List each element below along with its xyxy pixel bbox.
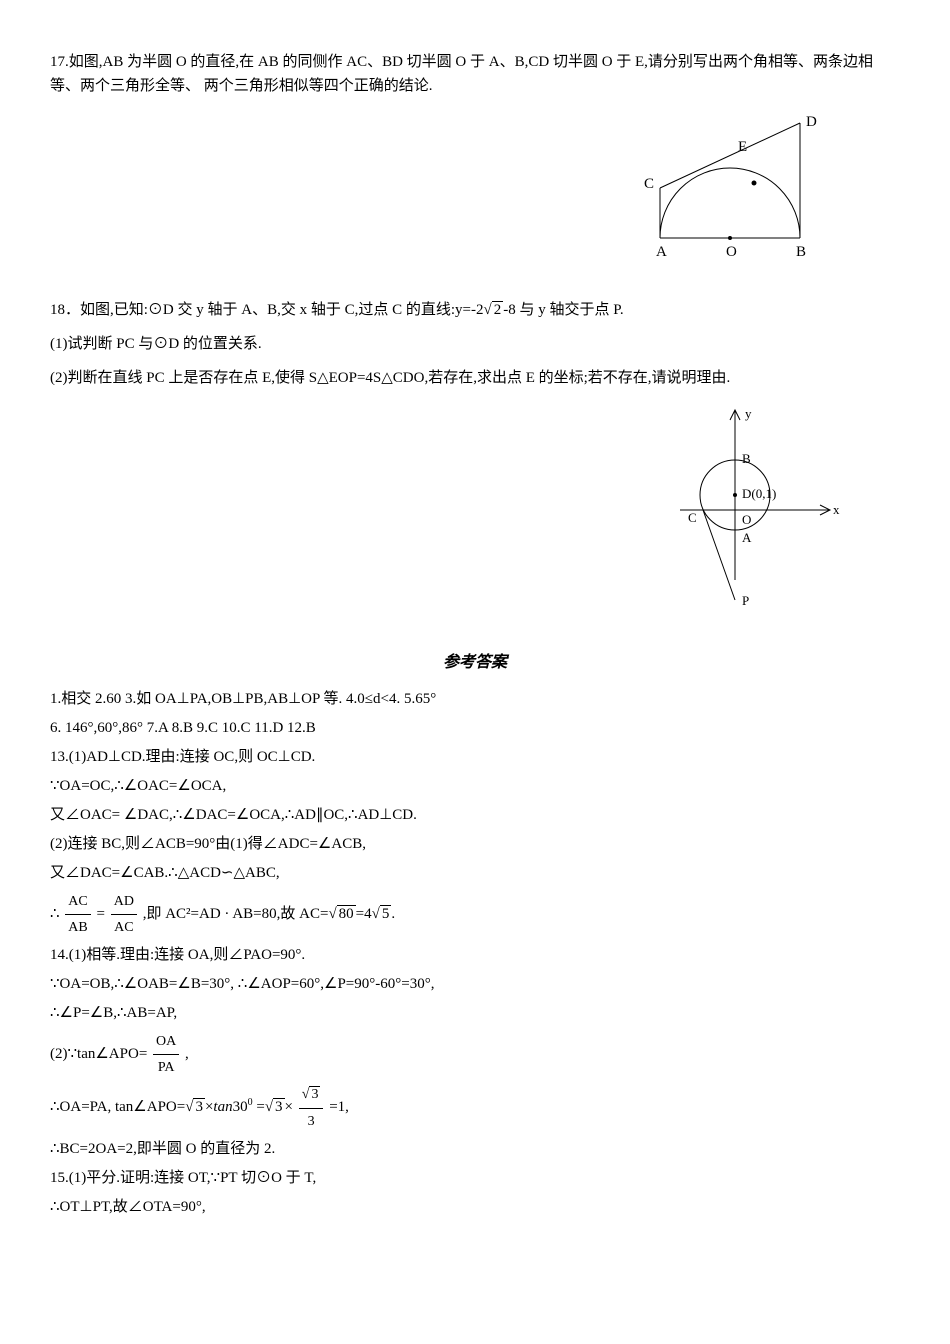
point-e-dot bbox=[752, 181, 757, 186]
label-P: P bbox=[742, 593, 749, 608]
problem-18-figure-wrap: y x O A B C D(0,1) P bbox=[50, 400, 850, 620]
label-C: C bbox=[688, 510, 697, 525]
problem-18-sub1: (1)试判断 PC 与⊙D 的位置关系. bbox=[50, 332, 900, 356]
ans13-eq2: =1 bbox=[329, 1099, 345, 1115]
label-D: D(0,1) bbox=[742, 486, 776, 501]
problem-17-figure: A O B C E D bbox=[630, 108, 850, 268]
label-y: y bbox=[745, 406, 752, 421]
sqrt-3c: 3 bbox=[302, 1082, 321, 1107]
problem-17-body: 如图,AB 为半圆 O 的直径,在 AB 的同侧作 AC、BD 切半圆 O 于 … bbox=[50, 54, 873, 94]
frac-oa-pa-num: OA bbox=[153, 1029, 179, 1055]
ans-line-8: ∴ AC AB = AD AC ,即 AC²=AD · AB=80,故 AC=8… bbox=[50, 889, 900, 940]
frac-ad-ac: AD AC bbox=[111, 889, 137, 940]
ans8-prefix: ∴ bbox=[50, 906, 60, 922]
ans-line-11: ∴∠P=∠B,∴AB=AP, bbox=[50, 1000, 900, 1027]
ans13-prefix: ∴OA=PA, tan∠APO= bbox=[50, 1099, 185, 1115]
ans-line-3: 13.(1)AD⊥CD.理由:连接 OC,则 OC⊥CD. bbox=[50, 744, 900, 771]
problem-17: 17.如图,AB 为半圆 O 的直径,在 AB 的同侧作 AC、BD 切半圆 O… bbox=[50, 50, 900, 268]
center-o-dot bbox=[728, 236, 732, 240]
frac-sqrt3-3-den: 3 bbox=[299, 1109, 324, 1134]
problem-17-text: 17.如图,AB 为半圆 O 的直径,在 AB 的同侧作 AC、BD 切半圆 O… bbox=[50, 50, 900, 98]
ans-line-2: 6. 146°,60°,86° 7.A 8.B 9.C 10.C 11.D 12… bbox=[50, 715, 900, 742]
ans13-deg: 30 bbox=[233, 1099, 248, 1115]
line-pc bbox=[703, 510, 735, 600]
ans12-end: , bbox=[185, 1046, 189, 1062]
ans-line-1: 1.相交 2.60 3.如 OA⊥PA,OB⊥PB,AB⊥OP 等. 4.0≤d… bbox=[50, 686, 900, 713]
problem-18-part1: 如图,已知:⊙D 交 y 轴于 A、B,交 x 轴于 C,过点 C 的直线:y=… bbox=[80, 302, 483, 318]
ans-line-15: 15.(1)平分.证明:连接 OT,∵PT 切⊙O 于 T, bbox=[50, 1165, 900, 1192]
ans13-times2: × bbox=[285, 1099, 293, 1115]
frac-ac-ab-den: AB bbox=[65, 915, 90, 940]
label-A: A bbox=[742, 530, 752, 545]
ans-line-12: (2)∵tan∠APO= OA PA , bbox=[50, 1029, 900, 1080]
label-O: O bbox=[742, 512, 751, 527]
frac-oa-pa: OA PA bbox=[153, 1029, 179, 1080]
frac-sqrt3-3: 3 3 bbox=[299, 1082, 324, 1133]
answers-title: 参考答案 bbox=[50, 650, 900, 676]
ans-line-10: ∵OA=OB,∴∠OAB=∠B=30°, ∴∠AOP=60°,∠P=90°-60… bbox=[50, 971, 900, 998]
label-b: B bbox=[796, 244, 806, 260]
problem-18-text: 18．如图,已知:⊙D 交 y 轴于 A、B,交 x 轴于 C,过点 C 的直线… bbox=[50, 298, 900, 322]
ans-line-14: ∴BC=2OA=2,即半圆 O 的直径为 2. bbox=[50, 1136, 900, 1163]
frac-ad-ac-den: AC bbox=[111, 915, 137, 940]
ans13-sup: 0 bbox=[248, 1097, 253, 1108]
label-d: D bbox=[806, 114, 817, 130]
line-cd bbox=[660, 123, 800, 188]
ans-line-16: ∴OT⊥PT,故∠OTA=90°, bbox=[50, 1194, 900, 1221]
problem-17-number: 17. bbox=[50, 54, 69, 70]
sqrt-3a: 3 bbox=[185, 1094, 205, 1121]
ans8-end: . bbox=[391, 906, 395, 922]
frac-oa-pa-den: PA bbox=[153, 1055, 179, 1080]
label-a: A bbox=[656, 244, 667, 260]
answers-block: 1.相交 2.60 3.如 OA⊥PA,OB⊥PB,AB⊥OP 等. 4.0≤d… bbox=[50, 686, 900, 1221]
ans13-tan: tan bbox=[213, 1099, 232, 1115]
frac-ac-ab: AC AB bbox=[65, 889, 90, 940]
ans8-eq2: =4 bbox=[356, 906, 372, 922]
ans8-mid: ,即 AC²=AD · AB=80,故 AC= bbox=[143, 906, 329, 922]
label-c: C bbox=[644, 176, 654, 192]
problem-18-figure: y x O A B C D(0,1) P bbox=[650, 400, 850, 620]
sqrt-80: 80 bbox=[328, 901, 355, 928]
ans-line-9: 14.(1)相等.理由:连接 OA,则∠PAO=90°. bbox=[50, 942, 900, 969]
sqrt-5: 5 bbox=[372, 901, 392, 928]
problem-18-number: 18． bbox=[50, 302, 80, 318]
sqrt-2: 2 bbox=[484, 298, 504, 322]
label-e: E bbox=[738, 139, 747, 155]
ans-line-13: ∴OA=PA, tan∠APO=3×tan300 =3× 3 3 =1, bbox=[50, 1082, 900, 1133]
problem-18-part2: -8 与 y 轴交于点 P. bbox=[503, 302, 623, 318]
label-B: B bbox=[742, 451, 751, 466]
ans-line-6: (2)连接 BC,则∠ACB=90°由(1)得∠ADC=∠ACB, bbox=[50, 831, 900, 858]
ans-line-5: 又∠OAC= ∠DAC,∴∠DAC=∠OCA,∴AD∥OC,∴AD⊥CD. bbox=[50, 802, 900, 829]
ans12-prefix: (2)∵tan∠APO= bbox=[50, 1046, 147, 1062]
label-x: x bbox=[833, 502, 840, 517]
frac-sqrt3-3-num: 3 bbox=[299, 1082, 324, 1108]
point-d-dot bbox=[733, 493, 737, 497]
ans13-eq: = bbox=[256, 1099, 264, 1115]
sqrt-3b: 3 bbox=[265, 1094, 285, 1121]
ans-line-7: 又∠DAC=∠CAB.∴△ACD∽△ABC, bbox=[50, 860, 900, 887]
ans-line-4: ∵OA=OC,∴∠OAC=∠OCA, bbox=[50, 773, 900, 800]
ans8-eq: = bbox=[97, 906, 105, 922]
problem-18: 18．如图,已知:⊙D 交 y 轴于 A、B,交 x 轴于 C,过点 C 的直线… bbox=[50, 298, 900, 620]
frac-ad-ac-num: AD bbox=[111, 889, 137, 915]
problem-17-figure-wrap: A O B C E D bbox=[50, 108, 850, 268]
problem-18-sub2: (2)判断在直线 PC 上是否存在点 E,使得 S△EOP=4S△CDO,若存在… bbox=[50, 366, 900, 390]
ans13-end: , bbox=[345, 1099, 349, 1115]
label-o: O bbox=[726, 244, 737, 260]
frac-ac-ab-num: AC bbox=[65, 889, 90, 915]
